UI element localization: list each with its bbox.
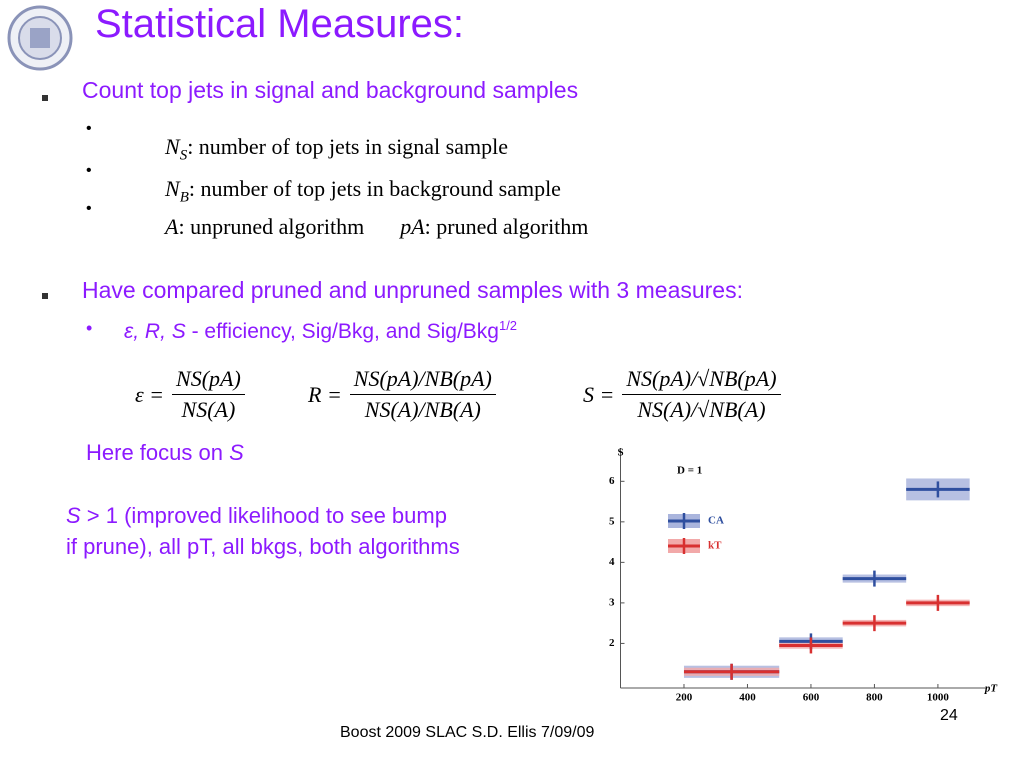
legend-label: CA xyxy=(708,515,724,527)
lhs: ε = xyxy=(135,381,165,407)
description: : number of top jets in signal sample xyxy=(187,134,508,159)
x-axis-label: pT xyxy=(984,683,999,695)
bullet-marker xyxy=(42,95,48,101)
definition-row: NS: number of top jets in signal sample xyxy=(165,134,508,164)
symbol: pA xyxy=(400,214,425,239)
y-tick-label: 6 xyxy=(609,475,615,487)
numerator: NS(pA)/NB(pA) xyxy=(349,366,496,395)
x-tick-label: 800 xyxy=(866,692,883,704)
text: Here focus on xyxy=(86,440,230,465)
bullet-text: Count top jets in signal and background … xyxy=(82,77,579,103)
definition: NS: number of top jets in signal sample xyxy=(165,134,508,163)
description: : pruned algorithm xyxy=(424,214,589,239)
focus: Here focus on S xyxy=(86,440,244,466)
sub-bullet-marker: • xyxy=(86,120,92,137)
symbols: ε, R, S xyxy=(124,320,186,343)
sub-bullet-marker: • xyxy=(86,200,92,217)
y-tick-label: 4 xyxy=(609,556,615,568)
symbol: N xyxy=(165,134,180,159)
page-number: 24 xyxy=(940,707,958,724)
bullet-text: Have compared pruned and unpruned sample… xyxy=(82,277,743,303)
sub-bullet: ε, R, S - efficiency, Sig/Bkg, and Sig/B… xyxy=(124,318,517,344)
symbol: S xyxy=(229,440,244,465)
x-tick-label: 200 xyxy=(676,692,693,704)
lhs: S = xyxy=(583,381,615,407)
x-tick-label: 600 xyxy=(803,692,820,704)
x-tick-label: 400 xyxy=(739,692,756,704)
equation: ε = NS(pA) NS(A) xyxy=(135,366,245,423)
footer: Boost 2009 SLAC S.D. Ellis 7/09/09 xyxy=(340,724,595,741)
y-tick-label: 3 xyxy=(609,596,615,608)
numerator: NS(pA)/√NB(pA) xyxy=(622,366,781,395)
annotation: D = 1 xyxy=(677,465,702,477)
definition: NB: number of top jets in background sam… xyxy=(165,176,561,205)
y-axis-label: S xyxy=(617,447,623,459)
subscript: S xyxy=(179,147,188,164)
x-tick-label: 1000 xyxy=(927,692,950,704)
subscript: B xyxy=(179,189,189,206)
legend-label: kT xyxy=(708,540,722,552)
definition: pA: pruned algorithm xyxy=(400,214,588,239)
fraction: NS(pA)/√NB(pA) NS(A)/√NB(A) xyxy=(622,366,781,423)
y-tick-label: 2 xyxy=(609,637,615,649)
fraction: NS(pA) NS(A) xyxy=(172,366,245,423)
fraction: NS(pA)/NB(pA) NS(A)/NB(A) xyxy=(349,366,496,423)
sub-bullet-marker: • xyxy=(86,318,93,338)
denominator: NS(A) xyxy=(181,397,236,422)
note-line: S > 1 (improved likelihood to see bump xyxy=(66,503,447,529)
title: Statistical Measures: xyxy=(95,2,465,46)
equation: S = NS(pA)/√NB(pA) NS(A)/√NB(A) xyxy=(583,366,781,423)
note-line: if prune), all pT, all bkgs, both algori… xyxy=(66,534,460,559)
bullet-marker xyxy=(42,293,48,299)
symbol: A xyxy=(165,214,179,239)
symbol: N xyxy=(165,176,180,201)
logo xyxy=(7,5,73,71)
definition: A: unpruned algorithm xyxy=(165,214,364,239)
sub-bullet-marker: • xyxy=(86,162,92,179)
symbol: S xyxy=(66,503,81,528)
sup: 1/2 xyxy=(498,318,518,333)
lhs: R = xyxy=(308,381,342,407)
definition-row: A: unpruned algorithm pA: pruned algorith… xyxy=(165,214,588,240)
chart: 2 3 4 5 6 200 400 600 800 1000 SpT D = 1 CA kT xyxy=(609,447,999,704)
text: - efficiency, Sig/Bkg, and Sig/Bkg xyxy=(185,320,499,343)
text: > 1 (improved likelihood to see bump xyxy=(80,503,447,528)
equation: R = NS(pA)/NB(pA) NS(A)/NB(A) xyxy=(308,366,496,423)
description: : number of top jets in background sampl… xyxy=(188,176,561,201)
description: : unpruned algorithm xyxy=(178,214,365,239)
denominator: NS(A)/√NB(A) xyxy=(637,397,766,422)
definition-row: NB: number of top jets in background sam… xyxy=(165,176,561,206)
denominator: NS(A)/NB(A) xyxy=(364,397,481,422)
numerator: NS(pA) xyxy=(172,366,245,395)
y-tick-label: 5 xyxy=(609,515,615,527)
